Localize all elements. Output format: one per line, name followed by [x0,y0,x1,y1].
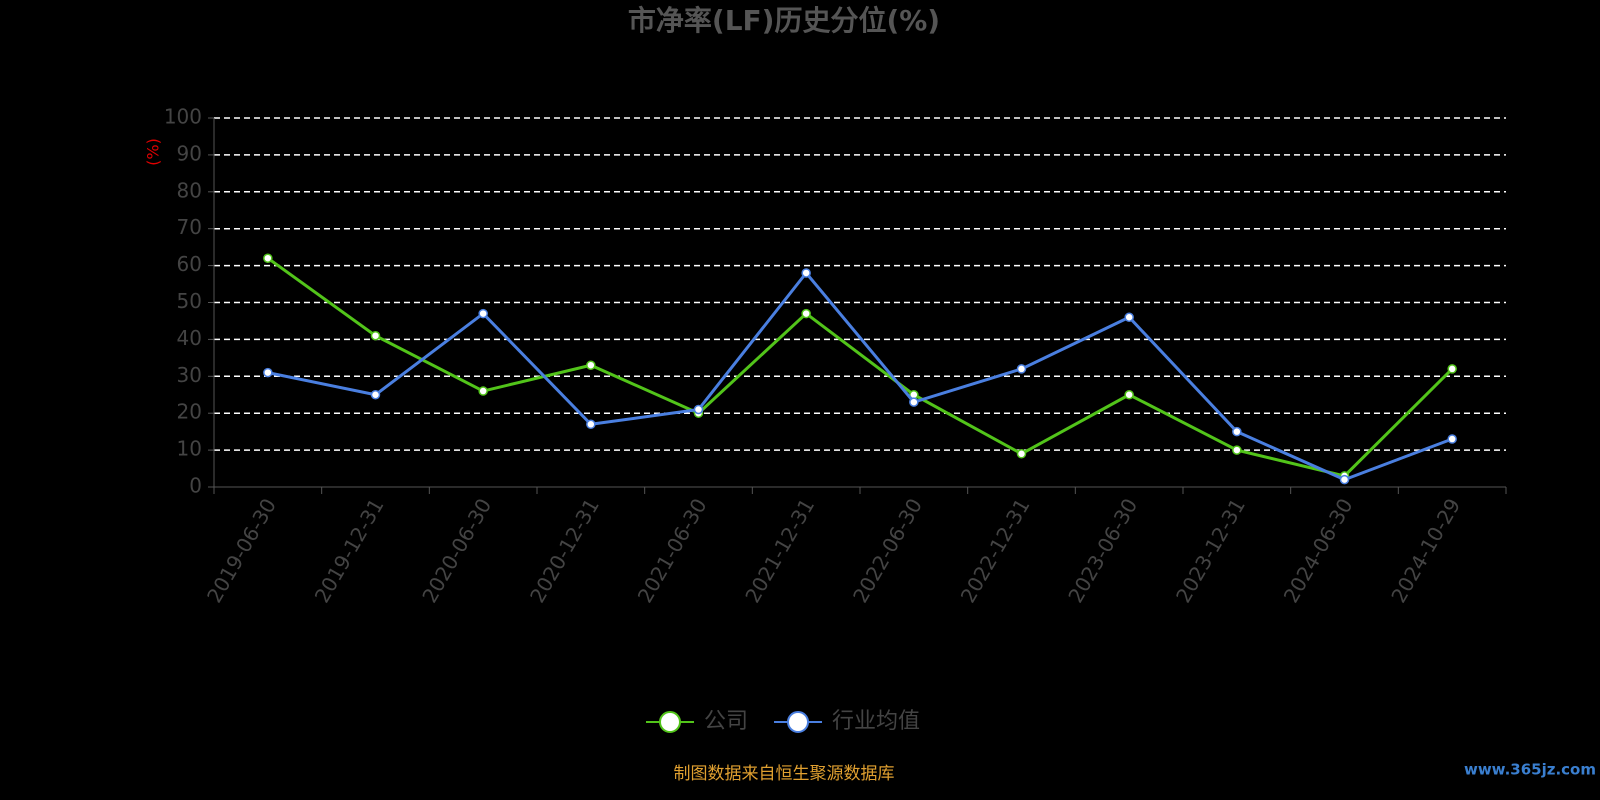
y-tick-label: 0 [189,474,202,498]
series-line [267,270,1453,482]
y-tick-label: 70 [177,215,202,239]
series-line [266,257,1454,478]
y-tick-label: 20 [177,400,202,424]
y-tick-label: 10 [177,437,202,461]
data-point [1124,390,1134,400]
y-tick-label: 30 [177,363,202,387]
data-point [586,419,596,430]
data-point [801,308,811,319]
y-tick-label: 80 [177,178,202,202]
data-point [1447,364,1457,374]
data-point [1016,364,1027,374]
legend-label: 行业均值 [832,709,920,734]
y-tick-label: 60 [177,252,202,276]
data-point [478,308,488,319]
data-point [1339,474,1350,485]
data-point [478,386,488,396]
data-point [1447,434,1457,444]
legend-marker [659,711,681,733]
data-point [1232,426,1242,437]
source-note: 制图数据来自恒生聚源数据库 [674,764,895,784]
data-point [909,397,919,407]
watermark: www.365jz.com [1464,761,1596,779]
legend-label: 公司 [704,709,748,734]
data-point [693,404,704,415]
y-tick-label: 90 [177,141,202,165]
y-tick-label: 50 [177,289,202,313]
data-point [263,367,273,378]
chart-title: 市净率(LF)历史分位(%) [628,4,940,37]
legend-marker [787,711,810,733]
y-axis-label: (%) [144,138,163,166]
y-tick-label: 100 [164,105,202,129]
data-point [586,360,596,370]
data-point [370,330,381,341]
data-point [1232,445,1242,455]
data-point [263,253,273,263]
data-point [1124,312,1134,323]
y-tick-label: 40 [177,326,202,350]
data-point [370,390,381,400]
data-point [1016,449,1027,459]
data-point [801,268,811,278]
